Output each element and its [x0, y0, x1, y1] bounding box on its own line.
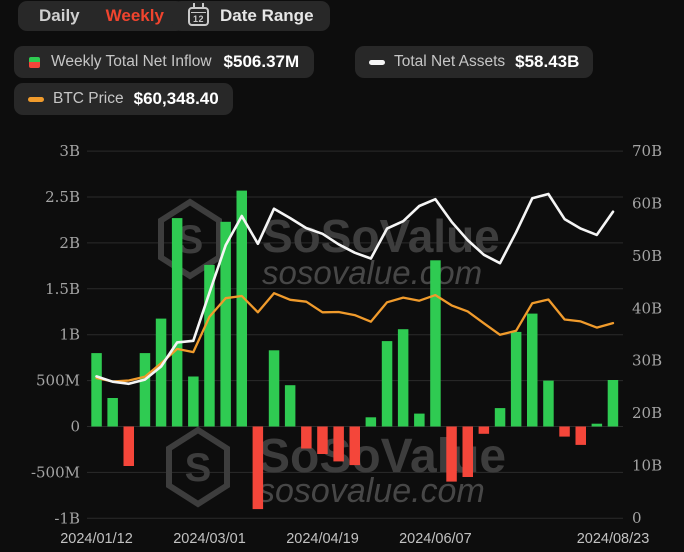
tab-weekly[interactable]: Weekly: [93, 1, 177, 31]
inflow-bar[interactable]: [155, 318, 167, 427]
sosovalue-logo-icon: [166, 426, 230, 508]
svg-text:2024/04/19: 2024/04/19: [286, 531, 359, 547]
svg-text:30B: 30B: [632, 352, 662, 370]
inflow-bar[interactable]: [107, 398, 118, 427]
inflow-bar[interactable]: [543, 380, 554, 427]
calendar-icon-post: [202, 2, 204, 7]
svg-text:2.5B: 2.5B: [45, 188, 80, 206]
svg-text:-1B: -1B: [54, 509, 80, 527]
calendar-icon-post: [193, 2, 195, 7]
tab-daily[interactable]: Daily: [26, 1, 93, 31]
inflow-bar[interactable]: [123, 426, 135, 467]
svg-text:S: S: [185, 446, 212, 490]
inflow-legend-icon: [29, 56, 40, 68]
inflow-bar[interactable]: [430, 260, 441, 427]
inflow-bars: [91, 190, 619, 510]
inflow-legend-value: $506.37M: [223, 52, 300, 71]
inflow-bar[interactable]: [268, 350, 280, 427]
inflow-legend-icon-red: [29, 62, 40, 68]
inflow-bar[interactable]: [204, 264, 215, 427]
svg-text:3B: 3B: [59, 142, 80, 160]
inflow-bar[interactable]: [333, 426, 344, 462]
inflow-bar[interactable]: [510, 331, 522, 427]
svg-text:20B: 20B: [632, 404, 662, 422]
btc-price-line[interactable]: [95, 292, 615, 383]
svg-text:2024/01/12: 2024/01/12: [60, 531, 133, 547]
svg-text:60B: 60B: [632, 194, 662, 212]
inflow-bar[interactable]: [446, 426, 457, 482]
legend-total-net-assets[interactable]: Total Net Assets $58.43B: [355, 46, 594, 78]
inflow-bar[interactable]: [397, 329, 409, 427]
x-axis-labels: 2024/01/12 2024/03/01 2024/04/19 2024/06/07…: [60, 531, 649, 547]
legend-btc-price[interactable]: BTC Price $60,348.40: [14, 83, 233, 115]
left-axis-labels: 3B 2.5B 2B 1.5B 1B 500M 0 -500M -1B: [31, 142, 80, 527]
date-range-label: Date Range: [220, 6, 314, 25]
inflow-bar[interactable]: [414, 413, 425, 427]
inflow-bar[interactable]: [284, 385, 296, 427]
inflow-bar[interactable]: [317, 426, 328, 455]
right-axis-labels: 70B 60B 50B 40B 30B 20B 10B 0: [632, 142, 662, 527]
inflow-bar[interactable]: [349, 426, 361, 466]
svg-text:40B: 40B: [632, 299, 662, 317]
legend-weekly-total-net-inflow[interactable]: Weekly Total Net Inflow $506.37M: [14, 46, 315, 78]
svg-text:2024/03/01: 2024/03/01: [173, 531, 246, 547]
inflow-bar[interactable]: [365, 417, 377, 427]
inflow-bar[interactable]: [91, 353, 102, 427]
svg-text:70B: 70B: [632, 142, 662, 160]
date-range-button[interactable]: 12 Date Range: [172, 1, 330, 31]
calendar-icon: 12: [188, 2, 209, 26]
svg-text:sosovalue.com: sosovalue.com: [262, 254, 482, 291]
inflow-bar[interactable]: [171, 218, 183, 427]
svg-text:2024/08/23: 2024/08/23: [577, 531, 650, 547]
sosovalue-logo-icon: [158, 198, 222, 280]
inflow-bar[interactable]: [527, 313, 538, 427]
svg-text:2024/06/07: 2024/06/07: [399, 531, 472, 547]
btc-legend-value: $60,348.40: [133, 89, 219, 108]
svg-text:-500M: -500M: [31, 463, 80, 481]
inflow-bar[interactable]: [591, 423, 603, 427]
inflow-bar[interactable]: [301, 426, 312, 449]
inflow-bar[interactable]: [478, 426, 490, 434]
inflow-bar[interactable]: [607, 380, 619, 427]
svg-text:500M: 500M: [36, 372, 80, 390]
inflow-bar[interactable]: [252, 426, 264, 510]
svg-text:1B: 1B: [59, 326, 80, 344]
svg-text:SoSoValue: SoSoValue: [262, 210, 500, 262]
btc-legend-label: BTC Price: [53, 90, 124, 107]
btc-legend-icon: [28, 96, 44, 102]
svg-text:0: 0: [632, 509, 642, 527]
svg-text:2B: 2B: [59, 234, 80, 252]
inflow-legend-icon-green: [29, 56, 40, 62]
inflow-bar[interactable]: [494, 408, 506, 427]
inflow-bar[interactable]: [139, 353, 151, 427]
calendar-icon-day: 12: [192, 13, 204, 24]
inflow-bar[interactable]: [575, 426, 587, 445]
svg-text:50B: 50B: [632, 247, 662, 265]
inflow-bar[interactable]: [462, 426, 474, 478]
assets-legend-value: $58.43B: [515, 52, 580, 71]
total-net-assets-line[interactable]: [95, 192, 615, 386]
svg-text:1.5B: 1.5B: [45, 280, 80, 298]
period-tabs: Daily Weekly: [18, 1, 185, 31]
inflow-bar[interactable]: [381, 341, 393, 427]
inflow-bar[interactable]: [236, 190, 248, 427]
svg-text:10B: 10B: [632, 457, 662, 475]
inflow-legend-label: Weekly Total Net Inflow: [51, 53, 212, 70]
inflow-bar[interactable]: [559, 426, 570, 437]
inflow-bar[interactable]: [188, 376, 199, 427]
assets-legend-label: Total Net Assets: [394, 53, 506, 70]
assets-legend-icon: [369, 59, 385, 65]
svg-text:0: 0: [70, 418, 80, 436]
inflow-bar[interactable]: [220, 221, 231, 427]
